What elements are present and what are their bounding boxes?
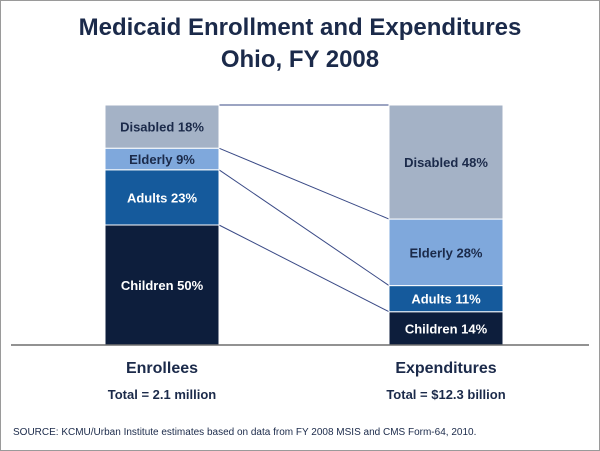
bar-segment-children-enrollees — [104, 224, 220, 346]
bar-segment-elderly-expenditures — [388, 218, 504, 287]
source-note: SOURCE: KCMU/Urban Institute estimates b… — [13, 427, 477, 438]
chart-title-line2: Ohio, FY 2008 — [220, 46, 380, 73]
data-label: Disabled 48% — [404, 155, 488, 170]
category-label: Enrollees — [126, 360, 198, 377]
total-label: Total = 2.1 million — [108, 387, 217, 402]
data-label: Elderly 28% — [410, 245, 483, 260]
bar-segment-adults-expenditures — [388, 285, 504, 313]
data-label: Disabled 18% — [120, 120, 204, 135]
connector-line — [218, 147, 390, 220]
connector-line — [218, 224, 390, 313]
total-label: Total = $12.3 billion — [386, 387, 505, 402]
connector-lines — [218, 104, 390, 313]
data-label: Adults 11% — [411, 292, 481, 307]
data-label: Elderly 9% — [129, 152, 195, 167]
chart-title-line1: Medicaid Enrollment and Expenditures — [78, 14, 522, 41]
data-label: Adults 23% — [127, 190, 198, 205]
bar-segment-adults-enrollees — [104, 169, 220, 226]
data-label: Children 50% — [121, 278, 204, 293]
bar-segment-disabled-expenditures — [388, 104, 504, 220]
data-label: Children 14% — [405, 321, 488, 336]
bar-segment-disabled-enrollees — [104, 104, 220, 149]
connector-line — [218, 169, 390, 287]
category-label: Expenditures — [395, 360, 496, 377]
